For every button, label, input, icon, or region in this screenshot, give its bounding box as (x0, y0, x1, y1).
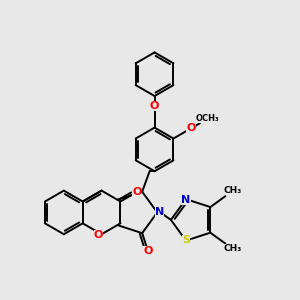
Text: CH₃: CH₃ (224, 244, 242, 253)
Text: CH₃: CH₃ (224, 186, 242, 195)
Text: O: O (143, 246, 153, 256)
Text: O: O (186, 123, 196, 134)
Text: O: O (150, 101, 159, 111)
Text: N: N (154, 207, 164, 218)
Text: O: O (132, 187, 141, 197)
Text: S: S (182, 235, 190, 244)
Text: OCH₃: OCH₃ (196, 114, 219, 123)
Text: O: O (94, 230, 103, 240)
Text: N: N (182, 195, 190, 205)
